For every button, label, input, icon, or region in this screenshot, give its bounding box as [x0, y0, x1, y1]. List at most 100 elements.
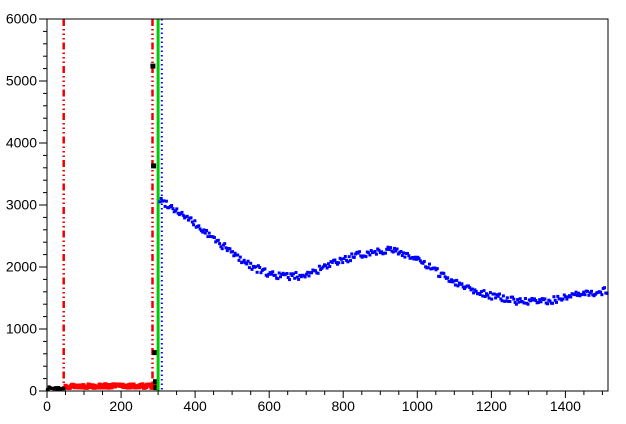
data-point-marker: [246, 259, 250, 263]
data-point-marker: [174, 209, 177, 213]
data-point-marker: [482, 289, 486, 293]
data-point-marker: [517, 300, 521, 304]
data-point-marker: [526, 302, 530, 306]
data-point-marker: [153, 385, 159, 391]
y-tick-label: 6000: [6, 11, 37, 27]
data-point-marker: [250, 267, 254, 271]
data-point-marker: [203, 231, 207, 235]
data-point-marker: [228, 247, 232, 251]
data-point-marker: [317, 264, 321, 268]
data-point-marker: [605, 291, 609, 295]
data-point-marker: [438, 275, 442, 279]
data-point-marker: [385, 247, 389, 251]
data-point-marker: [314, 269, 317, 273]
data-point-marker: [373, 250, 377, 253]
data-point-marker: [158, 200, 162, 204]
x-axis-labels: 0 200 400 600 800 1000 1200 1400: [43, 398, 581, 414]
data-point-marker: [580, 292, 584, 296]
data-point-marker: [303, 275, 307, 279]
data-point-marker: [346, 260, 350, 264]
data-point-marker: [207, 231, 211, 235]
data-point-marker: [603, 286, 606, 290]
data-point-marker: [291, 272, 295, 276]
y-tick-label: 2000: [6, 259, 37, 275]
data-point-marker: [551, 301, 555, 305]
data-point-marker: [259, 271, 263, 275]
data-point-marker: [583, 293, 587, 297]
data-point-marker: [358, 250, 361, 254]
data-point-marker: [192, 223, 196, 227]
data-point-marker: [539, 300, 543, 304]
data-point-marker: [189, 216, 193, 220]
data-point-marker: [512, 297, 516, 301]
data-point-marker: [443, 275, 447, 279]
data-point-marker: [152, 350, 158, 356]
data-point-marker: [474, 289, 478, 293]
data-point-marker: [205, 229, 209, 232]
data-point-marker: [330, 260, 334, 264]
data-point-marker: [452, 279, 456, 283]
data-point-marker: [412, 257, 416, 261]
data-point-marker: [590, 289, 593, 293]
series-black-outliers: [150, 63, 159, 391]
data-point-marker: [347, 255, 351, 259]
data-point-marker: [453, 283, 457, 287]
data-point-marker: [402, 251, 406, 255]
data-point-marker: [218, 242, 222, 246]
data-point-marker: [198, 227, 202, 231]
y-axis-labels: 0 1000 2000 3000 4000 5000 6000: [6, 11, 37, 399]
data-point-marker: [190, 220, 194, 224]
data-point-marker: [514, 302, 518, 306]
y-tick-label: 1000: [6, 321, 37, 337]
data-point-marker: [237, 258, 241, 262]
data-point-marker: [394, 249, 398, 253]
data-point-marker: [565, 297, 569, 301]
data-point-marker: [350, 252, 354, 256]
data-point-marker: [153, 382, 158, 387]
data-point-marker: [421, 261, 425, 265]
data-point-marker: [483, 295, 487, 298]
data-point-marker: [561, 297, 565, 301]
data-point-marker: [417, 257, 421, 261]
data-point-marker: [446, 276, 450, 280]
data-point-marker: [241, 260, 245, 264]
data-point-marker: [310, 271, 314, 275]
data-point-marker: [267, 272, 271, 276]
data-point-marker: [293, 276, 297, 280]
data-point-marker: [538, 298, 542, 302]
data-point-marker: [399, 250, 403, 253]
data-point-marker: [232, 254, 236, 258]
data-point-marker: [456, 284, 460, 288]
data-point-marker: [185, 214, 189, 218]
data-point-marker: [387, 248, 391, 251]
data-point-marker: [569, 295, 573, 299]
data-point-marker: [496, 294, 500, 298]
x-tick-label: 1400: [550, 398, 581, 414]
data-point-marker: [505, 296, 509, 300]
data-point-marker: [422, 260, 426, 263]
data-point-marker: [286, 276, 290, 279]
data-point-marker: [153, 379, 158, 385]
data-point-marker: [290, 274, 294, 277]
data-point-marker: [574, 290, 578, 294]
data-point-marker: [225, 249, 229, 253]
data-point-marker: [56, 387, 60, 391]
data-point-marker: [97, 382, 102, 387]
data-point-marker: [426, 266, 430, 270]
data-point-marker: [99, 383, 104, 388]
data-point-marker: [523, 297, 527, 300]
data-point-marker: [321, 265, 325, 269]
data-point-marker: [271, 270, 275, 274]
data-point-marker: [295, 275, 299, 279]
data-point-marker: [328, 265, 332, 268]
data-point-marker: [460, 282, 464, 286]
series-blue-signal: [158, 197, 609, 306]
data-point-marker: [223, 242, 227, 246]
data-point-marker: [62, 387, 66, 391]
data-point-marker: [428, 262, 431, 266]
data-point-marker: [407, 254, 411, 258]
data-point-marker: [495, 293, 499, 297]
data-point-marker: [534, 299, 538, 302]
data-point-marker: [285, 272, 289, 275]
